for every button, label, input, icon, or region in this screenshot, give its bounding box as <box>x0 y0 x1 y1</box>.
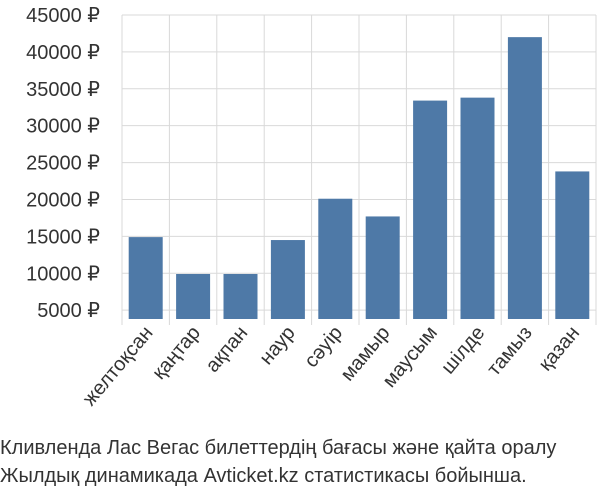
bar-7 <box>413 100 448 320</box>
y-tick-label: 40000 ₽ <box>26 42 100 64</box>
bar-4 <box>270 240 305 319</box>
y-tick-label: 15000 ₽ <box>26 226 100 248</box>
grid-lines <box>121 14 597 325</box>
bar-5 <box>318 198 353 319</box>
x-tick-label: желтоқсан <box>79 322 158 410</box>
y-tick-label: 35000 ₽ <box>26 79 100 101</box>
caption-line-1: Кливленда Лас Вегас билеттердің бағасы ж… <box>0 437 557 459</box>
caption-line-2: Жылдық динамикада Avticket.kz статистика… <box>0 465 527 487</box>
x-tick-label: наур <box>255 322 299 369</box>
y-tick-label: 10000 ₽ <box>26 263 100 285</box>
bar-6 <box>365 216 400 319</box>
y-tick-label: 20000 ₽ <box>26 189 100 211</box>
bar-8 <box>460 97 495 319</box>
y-tick-label: 30000 ₽ <box>26 116 100 138</box>
bar-1 <box>128 237 163 319</box>
x-tick-label: сәуір <box>300 322 347 372</box>
bar-10 <box>555 171 590 319</box>
x-tick-label: шілде <box>437 322 489 378</box>
y-tick-label: 25000 ₽ <box>26 153 100 175</box>
x-tick-label: қазан <box>534 322 584 375</box>
y-tick-label: 5000 ₽ <box>37 300 100 322</box>
x-tick-label: тамыз <box>483 322 537 380</box>
x-tick-label: қаңтар <box>148 322 205 384</box>
x-tick-label: ақпан <box>201 322 252 377</box>
bar-9 <box>507 37 542 319</box>
y-tick-label: 45000 ₽ <box>26 5 100 27</box>
bars <box>128 37 590 320</box>
bar-3 <box>223 273 258 319</box>
bar-2 <box>176 273 211 319</box>
bar-chart: 5000 ₽ 10000 ₽ 15000 ₽ 20000 ₽ 25000 ₽ 30000 … <box>26 5 597 410</box>
y-axis-ticks: 5000 ₽ 10000 ₽ 15000 ₽ 20000 ₽ 25000 ₽ 30000 … <box>26 5 100 322</box>
